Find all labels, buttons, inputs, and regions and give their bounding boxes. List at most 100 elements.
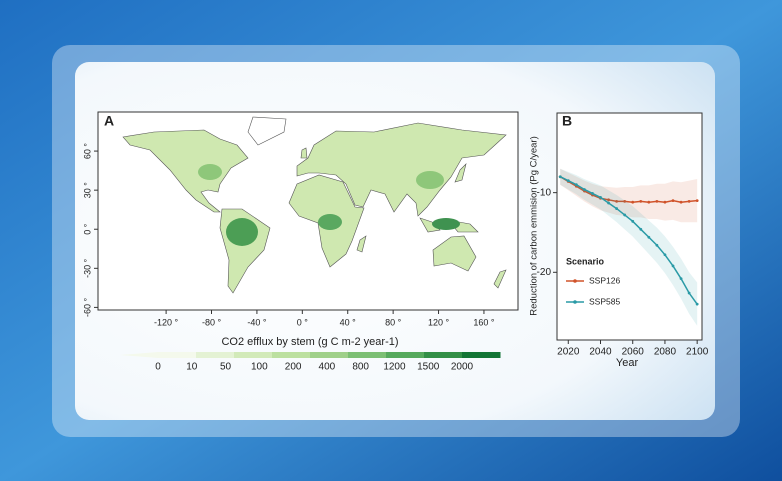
series-point	[655, 200, 659, 203]
series-point	[647, 235, 651, 239]
colorbar-segment	[272, 352, 311, 358]
colorbar-tick-label: 100	[251, 362, 268, 373]
panel-label: B	[562, 113, 572, 129]
colorbar-tick-label: 800	[352, 362, 369, 373]
east-china	[416, 171, 444, 189]
series-point	[623, 200, 627, 203]
series-point	[647, 200, 651, 204]
panel-label: A	[104, 113, 114, 129]
colorbar-tick-label: 10	[186, 362, 198, 373]
colorbar-segment	[424, 352, 463, 358]
britain	[300, 147, 308, 159]
x-tick-label: -120 °	[154, 317, 179, 327]
x-tick-label: 2060	[622, 347, 645, 358]
series-point	[615, 207, 619, 210]
y-tick-label: -20	[537, 267, 552, 278]
x-tick-label: 2100	[686, 347, 709, 358]
dense-vegetation	[198, 164, 460, 246]
y-tick-label: -60 °	[82, 297, 92, 317]
colorbar-segment	[158, 352, 197, 358]
x-tick-label: 80 °	[385, 317, 402, 327]
series-point	[623, 213, 627, 217]
colorbar-segment	[196, 352, 235, 358]
new-zealand	[493, 269, 507, 289]
series-point	[631, 200, 635, 204]
legend-label: SSP585	[589, 296, 620, 306]
series-band	[560, 168, 698, 223]
colorbar-segment	[234, 352, 273, 358]
series-point	[687, 291, 691, 295]
colorbar-tick-label: 1500	[417, 362, 440, 373]
y-axis-title: Reduction of carbon emmision (Pg C/year)	[529, 136, 540, 316]
legend-label: SSP126	[589, 275, 620, 285]
x-tick-label: -40 °	[247, 317, 267, 327]
series-point	[663, 200, 667, 204]
x-tick-label: 2040	[589, 347, 612, 358]
madagascar	[356, 235, 367, 253]
series-point	[655, 243, 659, 247]
x-tick-label: 2020	[557, 347, 580, 358]
series-point	[663, 253, 667, 257]
colorbar-tick-label: 0	[155, 362, 161, 373]
series-point	[671, 199, 675, 203]
series-point	[695, 302, 699, 306]
series-point	[639, 200, 643, 203]
series-point	[631, 219, 635, 223]
colorbar-tick-label: 400	[319, 362, 336, 373]
colorbar-tick-label: 2000	[451, 362, 474, 373]
legend-marker	[573, 279, 577, 283]
congo	[318, 214, 342, 230]
colorbar-tick-label: 50	[220, 362, 232, 373]
colorbar-end	[462, 352, 500, 358]
x-tick-label: -80 °	[202, 317, 222, 327]
series-point	[679, 277, 683, 281]
series-point	[679, 200, 683, 204]
land	[122, 116, 507, 294]
series-point	[607, 198, 610, 202]
x-tick-label: 2080	[654, 347, 677, 358]
series-point	[639, 227, 643, 231]
series-point	[671, 264, 675, 268]
series-line	[559, 176, 698, 305]
colorbar-tick-label: 1200	[383, 362, 406, 373]
japan	[454, 163, 467, 183]
x-axis-title: Year	[616, 357, 639, 369]
series-point	[591, 192, 594, 195]
eastern-us	[198, 164, 222, 180]
series-point	[574, 183, 578, 187]
colorbar-segment	[310, 352, 349, 358]
north-america	[122, 129, 249, 213]
series-point	[695, 199, 699, 203]
x-tick-label: 160 °	[473, 317, 495, 327]
amazon	[226, 218, 258, 246]
legend-title: Scenario	[566, 256, 605, 266]
series-point	[615, 200, 619, 203]
colorbar-title: CO2 efflux by stem (g C m-2 year-1)	[221, 336, 398, 348]
map-panel: A	[97, 111, 519, 311]
eurasia	[296, 122, 507, 217]
y-tick-label: -30 °	[82, 258, 92, 278]
colorbar-start	[120, 352, 158, 358]
series-band	[560, 168, 698, 326]
y-tick-label: 30 °	[82, 182, 92, 199]
indonesia	[419, 217, 441, 233]
australia	[432, 235, 477, 272]
x-tick-label: 40 °	[340, 317, 357, 327]
series-point	[687, 200, 691, 203]
series-point	[566, 179, 570, 183]
x-tick-label: 0 °	[297, 317, 309, 327]
series-point	[582, 188, 586, 191]
series-point	[599, 196, 602, 199]
y-tick-label: -10	[537, 187, 552, 198]
series-point	[558, 175, 562, 179]
southeast-asia	[432, 218, 460, 230]
colorbar-segment	[386, 352, 425, 358]
series-point	[607, 201, 610, 205]
y-tick-label: 60 °	[82, 143, 92, 160]
greenland	[247, 116, 287, 146]
colorbar-tick-label: 200	[285, 362, 302, 373]
legend-marker	[573, 300, 577, 304]
x-tick-label: 120 °	[428, 317, 450, 327]
